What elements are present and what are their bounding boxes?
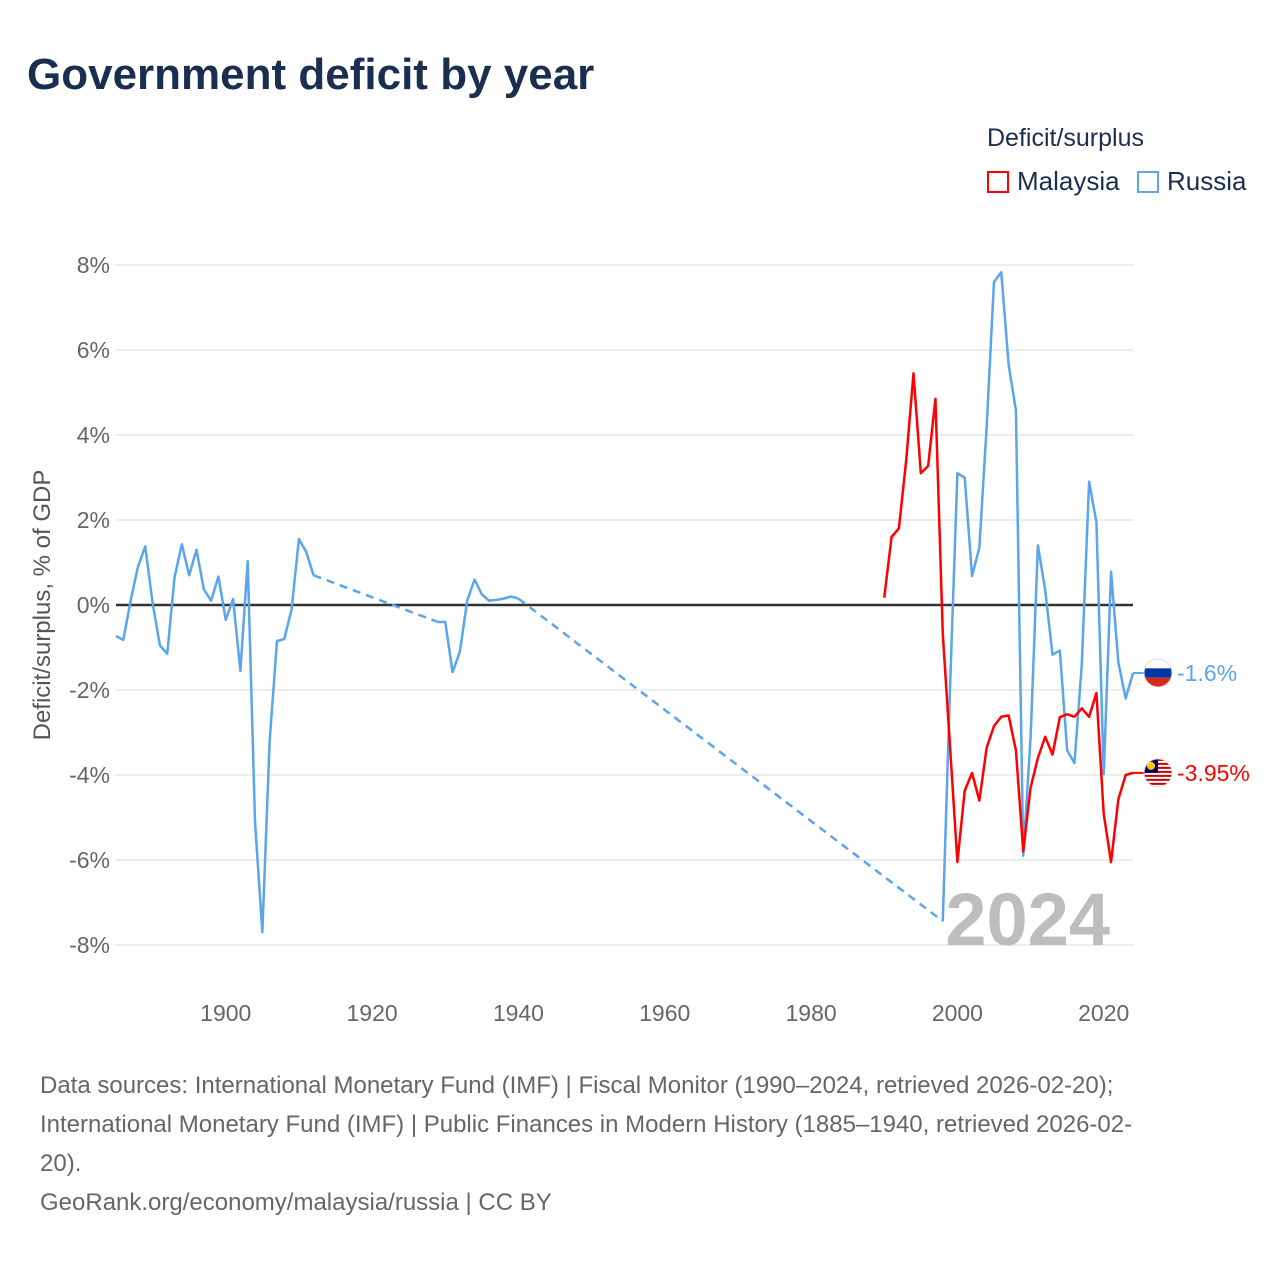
flag-body xyxy=(1144,758,1172,785)
footer-source-line: 20). xyxy=(40,1150,82,1177)
x-tick-label: 1900 xyxy=(200,1000,251,1026)
chart-title: Government deficit by year xyxy=(27,50,595,99)
y-tick-label: 0% xyxy=(77,592,110,618)
y-tick-label: 8% xyxy=(77,252,110,278)
flag-body xyxy=(1144,659,1172,687)
watermark-year: 2024 xyxy=(945,878,1110,961)
y-tick-label: -6% xyxy=(69,847,110,873)
flag-crescent xyxy=(1147,761,1155,770)
x-tick-label: 2020 xyxy=(1078,1000,1129,1026)
x-tick-label: 2000 xyxy=(932,1000,983,1026)
legend-item-malaysia[interactable]: Malaysia xyxy=(987,166,1120,197)
series-gap-russia xyxy=(517,597,944,923)
chart-plot: -8% -6% -4% -2% 0% 2% 4% 6% 8% 1900 1920 1940 1960 19… xyxy=(29,252,1250,1026)
footer-source-line: International Monetary Fund (IMF) | Publ… xyxy=(40,1111,1133,1138)
y-tick-label: 6% xyxy=(77,337,110,363)
flag-stripe xyxy=(1144,668,1172,678)
y-tick-label: -8% xyxy=(69,932,110,958)
end-label-russia: -1.6% xyxy=(1177,660,1237,686)
flag-stripe xyxy=(1144,774,1172,777)
y-axis-label: Deficit/surplus, % of GDP xyxy=(29,470,56,741)
series-line-russia xyxy=(437,578,519,674)
series-line-russia xyxy=(941,270,1135,922)
x-tick-label: 1920 xyxy=(346,1000,397,1026)
flag-stripe xyxy=(1144,782,1172,785)
legend-label-malaysia: Malaysia xyxy=(1017,166,1120,196)
y-tick-label: -2% xyxy=(69,677,110,703)
legend-swatch-malaysia xyxy=(987,170,1009,193)
footer-sources: Data sources: International Monetary Fun… xyxy=(40,1066,1240,1222)
legend-label-russia: Russia xyxy=(1167,166,1247,196)
flag-border xyxy=(1143,758,1173,788)
footer-source-line: Data sources: International Monetary Fun… xyxy=(40,1072,1114,1099)
x-tick-label: 1980 xyxy=(785,1000,836,1026)
x-tick-label: 1940 xyxy=(493,1000,544,1026)
flag-stripe xyxy=(1144,677,1172,687)
series-line-russia xyxy=(115,537,315,934)
legend-swatch-russia xyxy=(1137,170,1159,193)
y-tick-label: 2% xyxy=(77,507,110,533)
flag-malaysia-icon xyxy=(1143,758,1173,788)
flag-border xyxy=(1143,658,1173,688)
series-line-malaysia xyxy=(882,372,1134,864)
y-tick-label: -4% xyxy=(69,762,110,788)
y-tick-label: 4% xyxy=(77,422,110,448)
flag-stripe xyxy=(1144,659,1172,669)
series-gap-russia xyxy=(313,574,439,624)
legend-item-russia[interactable]: Russia xyxy=(1137,166,1246,197)
x-tick-label: 1960 xyxy=(639,1000,690,1026)
footer-credit-link[interactable]: GeoRank.org/economy/malaysia/russia | CC… xyxy=(40,1189,552,1216)
legend-title: Deficit/surplus xyxy=(987,124,1144,152)
flag-russia-icon xyxy=(1143,658,1173,688)
end-label-malaysia: -3.95% xyxy=(1177,760,1250,786)
flag-stripe xyxy=(1144,778,1172,781)
